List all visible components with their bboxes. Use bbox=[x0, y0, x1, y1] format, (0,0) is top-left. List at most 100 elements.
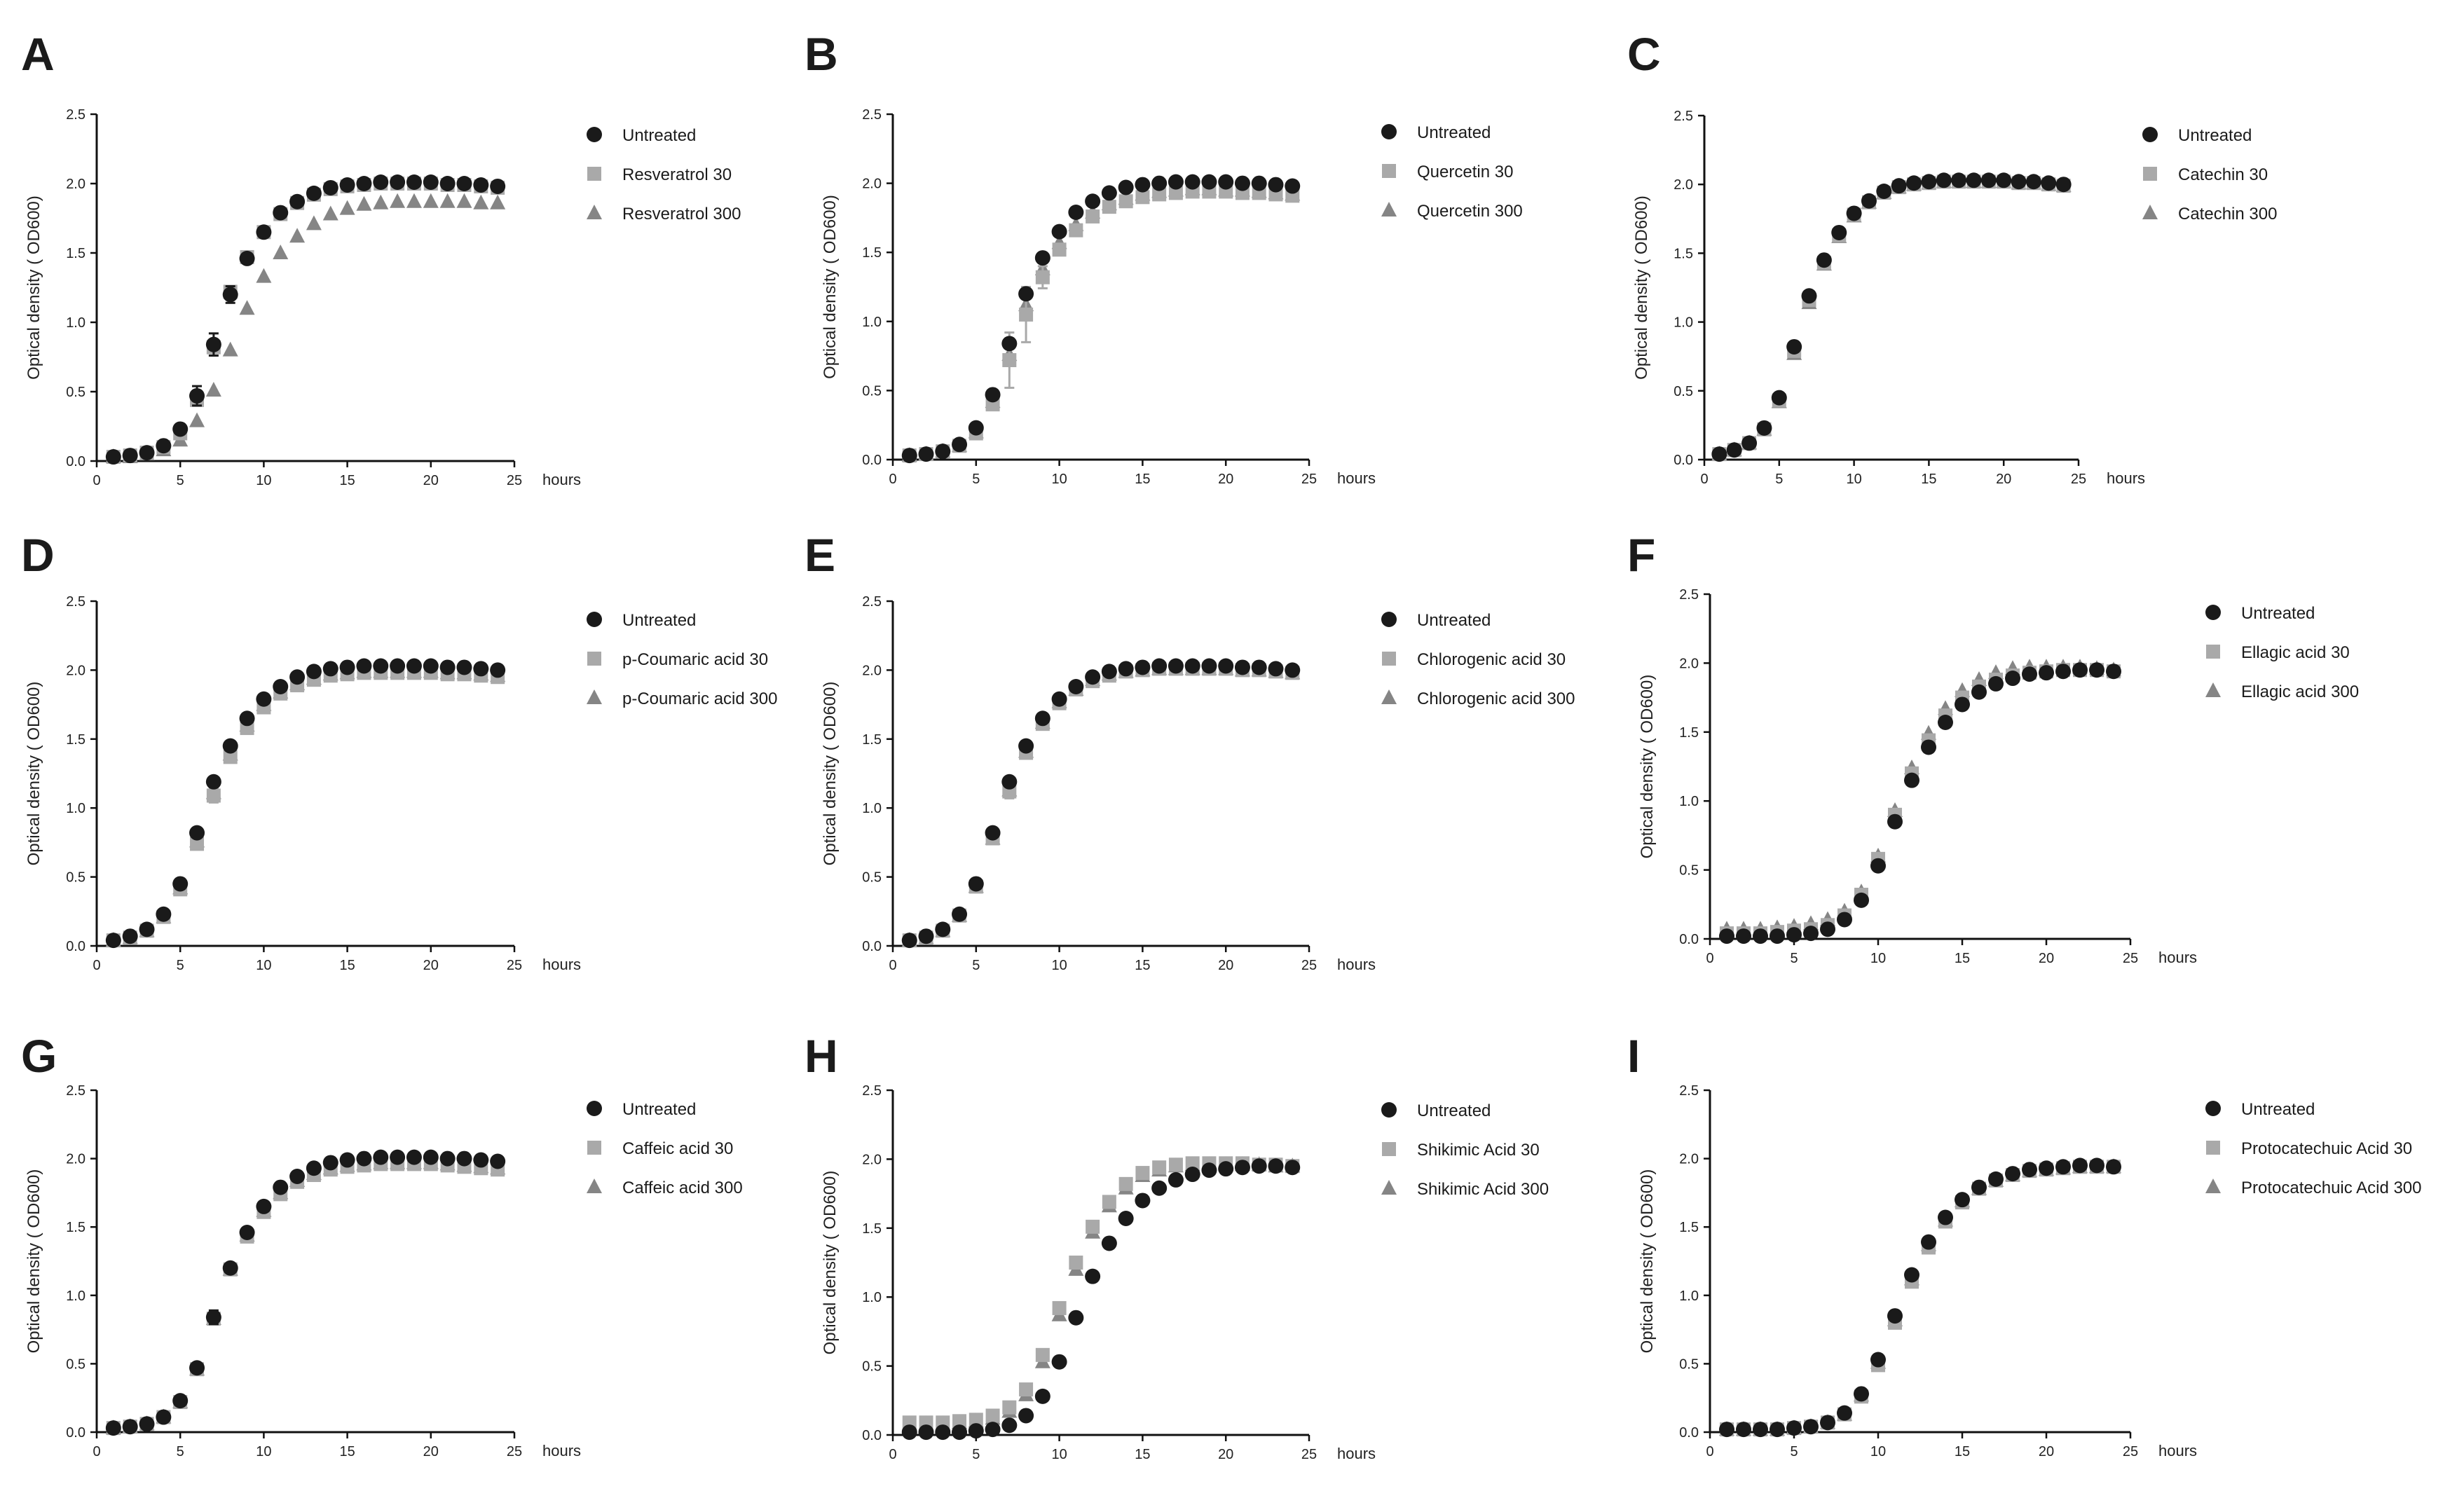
x-tick-label: 5 bbox=[972, 1447, 980, 1462]
data-point bbox=[189, 387, 205, 404]
data-point bbox=[222, 287, 238, 303]
data-point bbox=[122, 928, 138, 944]
legend-marker-circle bbox=[1381, 612, 1397, 627]
data-point bbox=[1887, 813, 1903, 830]
series-untreated bbox=[1719, 1157, 2121, 1438]
x-tick-label: 25 bbox=[507, 958, 522, 973]
data-point bbox=[1870, 858, 1886, 874]
data-point bbox=[490, 178, 506, 194]
data-point bbox=[239, 1225, 255, 1241]
x-tick-label: 10 bbox=[1051, 1447, 1067, 1462]
x-tick-label: 25 bbox=[1301, 1447, 1317, 1462]
y-tick-label: 2.5 bbox=[862, 107, 882, 123]
data-point bbox=[1980, 172, 1997, 188]
data-point bbox=[1118, 1211, 1134, 1227]
data-point bbox=[289, 1168, 306, 1184]
x-tick-label: 5 bbox=[972, 472, 980, 487]
data-point bbox=[1018, 738, 1034, 754]
x-tick-label: 20 bbox=[423, 1444, 439, 1459]
x-tick-label: 10 bbox=[256, 958, 271, 973]
data-point bbox=[2039, 1160, 2054, 1176]
series-catechin-30 bbox=[1712, 174, 2071, 462]
legend-marker-circle bbox=[2205, 1101, 2221, 1116]
y-tick-label: 1.5 bbox=[66, 1220, 85, 1235]
x-axis-label: hours bbox=[1337, 469, 1376, 487]
panel-letter: H bbox=[805, 1030, 838, 1082]
data-point bbox=[289, 228, 306, 243]
legend-label: Untreated bbox=[2178, 126, 2252, 145]
x-tick-label: 10 bbox=[256, 1444, 271, 1459]
data-point bbox=[322, 1155, 338, 1171]
data-point bbox=[1085, 193, 1101, 209]
data-point bbox=[901, 933, 917, 949]
series-ellagic-acid-300 bbox=[1719, 659, 2121, 936]
x-tick-label: 10 bbox=[1870, 1444, 1886, 1459]
y-tick-label: 0.5 bbox=[862, 383, 882, 399]
data-point bbox=[1846, 205, 1862, 221]
legend: Untreated Catechin 30 Catechin 300 bbox=[2142, 126, 2277, 224]
data-point bbox=[1201, 1162, 1217, 1179]
data-point bbox=[901, 448, 917, 464]
legend-label: Quercetin 300 bbox=[1417, 202, 1523, 221]
series-shikimic-acid-300 bbox=[901, 1156, 1301, 1431]
data-point bbox=[1831, 224, 1847, 240]
panel-c: C 0 5 10 15 20 25 hours 0.0 0.5 1.0 1.5 2.0 2.5 Optica… bbox=[1627, 28, 2277, 487]
data-point bbox=[1741, 435, 1758, 451]
y-tick-label: 0.5 bbox=[66, 870, 85, 886]
x-tick-label: 0 bbox=[889, 472, 896, 487]
data-point bbox=[1034, 250, 1050, 266]
legend-marker-triangle bbox=[587, 689, 602, 704]
y-tick-label: 2.0 bbox=[862, 1152, 882, 1167]
panel-letter: G bbox=[21, 1030, 57, 1082]
x-axis-label: hours bbox=[2107, 469, 2145, 487]
data-point bbox=[1152, 187, 1167, 202]
data-point bbox=[2005, 1166, 2020, 1182]
legend-label: Ellagic acid 30 bbox=[2241, 643, 2350, 662]
data-point bbox=[239, 250, 255, 266]
data-point bbox=[2005, 671, 2020, 687]
legend-label: Untreated bbox=[622, 611, 696, 630]
data-point bbox=[306, 664, 322, 680]
y-tick-label: 1.0 bbox=[66, 1289, 85, 1304]
y-tick-label: 1.0 bbox=[1679, 1289, 1699, 1304]
legend: Untreated Quercetin 30 Quercetin 300 bbox=[1381, 123, 1523, 221]
legend-marker-square bbox=[1382, 164, 1396, 178]
y-tick-label: 0.5 bbox=[862, 1359, 882, 1375]
data-point bbox=[1887, 1308, 1903, 1324]
data-point bbox=[189, 412, 205, 427]
data-point bbox=[256, 691, 272, 707]
y-tick-label: 1.5 bbox=[1674, 246, 1693, 261]
series-quercetin-300 bbox=[901, 180, 1301, 462]
y-tick-label: 0.0 bbox=[66, 454, 85, 469]
y-tick-label: 2.0 bbox=[1679, 656, 1699, 671]
legend: Untreated Protocatechuic Acid 30 Protocate… bbox=[2205, 1100, 2422, 1197]
legend-marker-triangle bbox=[587, 1179, 602, 1193]
data-point bbox=[1218, 174, 1234, 190]
x-tick-label: 20 bbox=[2039, 951, 2054, 966]
data-point bbox=[1185, 1156, 1200, 1171]
data-point bbox=[289, 669, 306, 685]
legend-marker-square bbox=[587, 652, 601, 666]
data-point bbox=[256, 268, 272, 283]
data-point bbox=[1102, 200, 1116, 214]
panel-letter: C bbox=[1627, 28, 1661, 80]
data-point bbox=[1816, 252, 1832, 268]
panel-e: E 0 5 10 15 20 25 hours 0.0 0.5 1.0 1.5 2.0 2.5 Optica… bbox=[805, 529, 1575, 973]
data-point bbox=[423, 1149, 439, 1165]
data-point bbox=[918, 1424, 934, 1441]
data-point bbox=[1966, 172, 1982, 188]
data-point bbox=[1891, 178, 1907, 194]
data-point bbox=[390, 193, 406, 208]
data-point bbox=[1035, 1347, 1050, 1362]
y-tick-label: 2.0 bbox=[66, 1152, 85, 1167]
data-point bbox=[2089, 1157, 2104, 1174]
data-point bbox=[1118, 194, 1133, 209]
data-point bbox=[1756, 420, 1772, 436]
data-point bbox=[473, 661, 489, 677]
data-point bbox=[1135, 1166, 1150, 1181]
data-point bbox=[1135, 190, 1150, 205]
data-point bbox=[1034, 710, 1050, 727]
legend-label: Protocatechuic Acid 30 bbox=[2241, 1139, 2412, 1158]
data-point bbox=[1069, 1256, 1083, 1270]
data-point bbox=[1726, 442, 1742, 458]
